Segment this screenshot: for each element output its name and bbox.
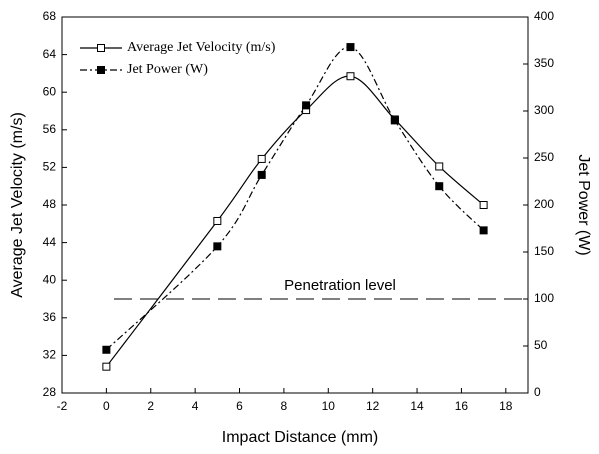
legend-marker (97, 44, 105, 52)
data-point (302, 101, 311, 110)
x-tick-label: 2 (147, 399, 154, 413)
series-line (105, 75, 485, 368)
data-point (102, 345, 111, 354)
data-point (257, 170, 266, 179)
y2-tick-label: 300 (534, 103, 554, 117)
y-tick-label: 52 (43, 160, 57, 174)
legend-label: Jet Power (W) (127, 62, 208, 77)
reference-label: Penetration level (284, 277, 396, 294)
y2-tick-label: 200 (534, 197, 554, 211)
x-axis-label: Impact Distance (mm) (222, 429, 378, 446)
x-tick-label: 4 (192, 399, 199, 413)
x-tick-label: 16 (455, 399, 469, 413)
y-tick-label: 56 (43, 122, 57, 136)
y-tick-label: 60 (43, 84, 57, 98)
x-tick-label: 18 (499, 399, 513, 413)
y2-tick-label: 0 (534, 385, 541, 399)
x-tick-label: 0 (103, 399, 110, 413)
data-point (213, 242, 222, 251)
y-tick-label: 48 (43, 197, 57, 211)
data-point (102, 362, 111, 371)
data-point (479, 226, 488, 235)
legend-label: Average Jet Velocity (m/s) (127, 40, 276, 55)
y-tick-label: 68 (43, 9, 57, 23)
x-tick-label: -2 (57, 399, 68, 413)
series-line (105, 46, 485, 351)
y2-tick-label: 50 (534, 338, 548, 352)
data-point (346, 43, 355, 52)
y-tick-label: 64 (43, 47, 57, 61)
x-tick-label: 10 (322, 399, 336, 413)
data-point (257, 154, 266, 163)
x-tick-label: 14 (410, 399, 424, 413)
y2-tick-label: 100 (534, 291, 554, 305)
y-tick-label: 28 (43, 385, 57, 399)
y2-tick-label: 350 (534, 56, 554, 70)
legend-marker (97, 66, 105, 74)
y2-tick-label: 400 (534, 9, 554, 23)
data-point (213, 216, 222, 225)
y-tick-label: 32 (43, 348, 57, 362)
data-point (435, 162, 444, 171)
x-tick-label: 6 (236, 399, 243, 413)
data-point (390, 116, 399, 125)
x-tick-label: 12 (366, 399, 380, 413)
y-axis-label: Average Jet Velocity (m/s) (9, 112, 26, 298)
y-tick-label: 36 (43, 310, 57, 324)
data-point (479, 201, 488, 209)
y-tick-label: 40 (43, 272, 57, 286)
y2-tick-label: 250 (534, 150, 554, 164)
data-point (346, 72, 355, 81)
y2-tick-label: 150 (534, 244, 554, 258)
y-tick-label: 44 (43, 235, 57, 249)
data-point (435, 182, 444, 191)
x-tick-label: 8 (281, 399, 288, 413)
y2-axis-label: Jet Power (W) (575, 154, 592, 255)
